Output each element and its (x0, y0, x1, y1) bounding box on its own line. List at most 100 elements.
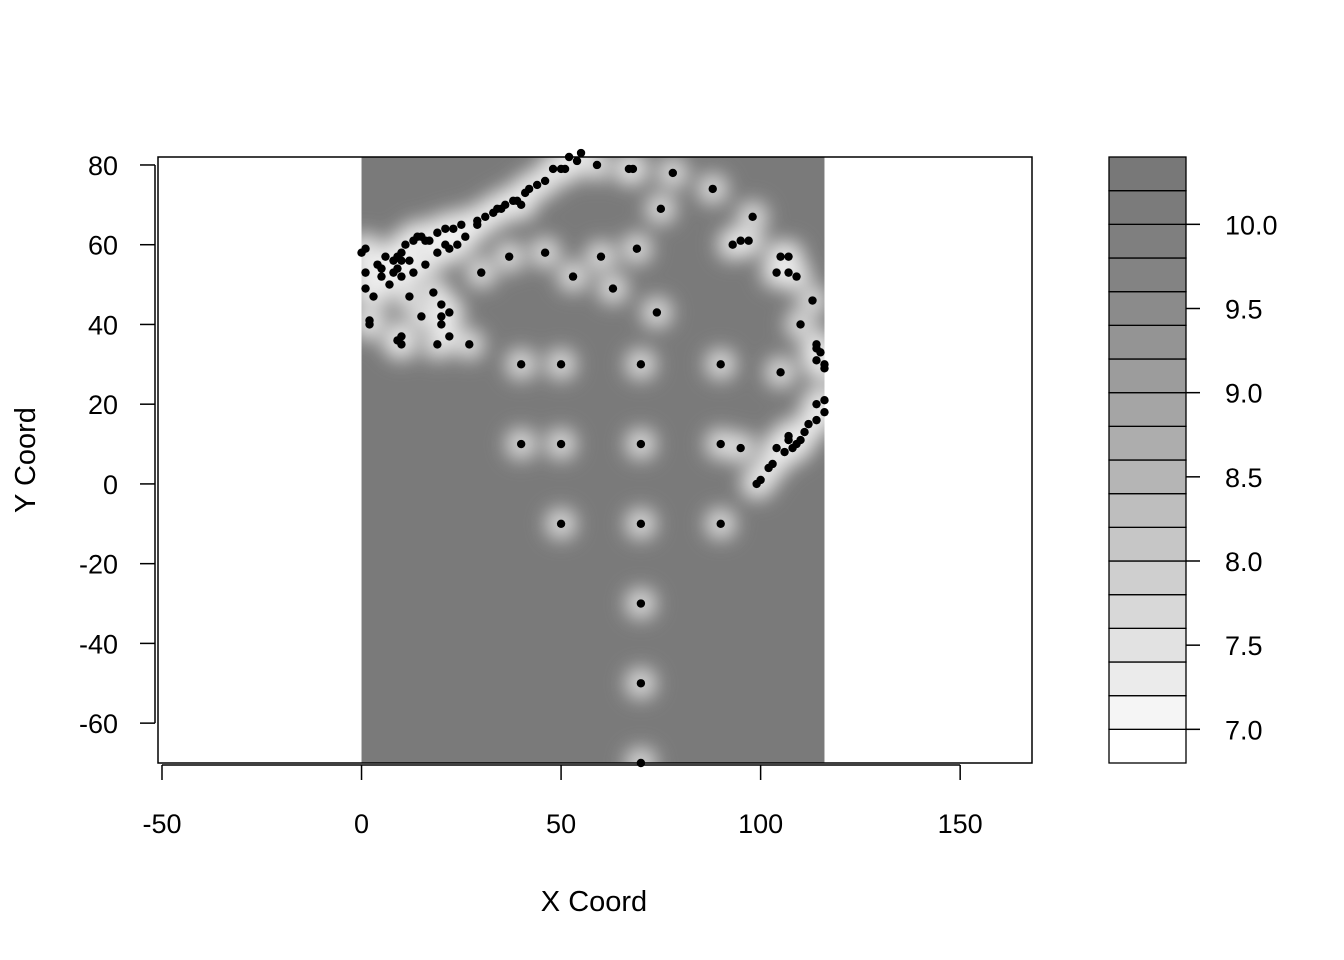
data-point (708, 184, 717, 194)
legend-band (1108, 223, 1187, 259)
data-point (504, 252, 514, 261)
legend-band (1108, 324, 1187, 360)
y-tick-label: 60 (88, 231, 118, 261)
data-point (417, 312, 426, 321)
y-tick-label: -40 (79, 629, 118, 659)
data-point (516, 360, 526, 369)
data-point (548, 164, 558, 174)
data-point (820, 364, 829, 373)
legend-band (1108, 156, 1187, 192)
data-point (716, 439, 725, 449)
legend-band (1108, 661, 1187, 697)
data-point (572, 156, 582, 166)
data-point (744, 236, 753, 245)
contour-field (361, 157, 825, 763)
plot-border (157, 156, 1033, 764)
legend-band (1108, 257, 1187, 293)
data-point (820, 407, 829, 417)
legend-band (1108, 526, 1187, 562)
data-point (816, 348, 825, 357)
color-legend: 7.0 7.5 8.0 8.5 9.0 9.5 10.0 (1108, 156, 1278, 764)
data-point (405, 292, 414, 301)
data-point (397, 256, 406, 265)
data-point (772, 268, 781, 277)
axes: -50 0 50 100 150 -60 -40 -20 0 20 40 60 80 (79, 151, 1033, 839)
data-point (461, 232, 470, 241)
data-point (457, 220, 466, 229)
data-point (752, 479, 761, 489)
x-tick-label: 100 (738, 809, 783, 839)
legend-tick-label: 10.0 (1225, 210, 1278, 240)
data-point (628, 164, 638, 174)
data-point (516, 200, 526, 210)
x-tick-label: -50 (142, 809, 181, 839)
data-point (481, 212, 490, 222)
data-point (748, 212, 757, 222)
data-point (501, 200, 510, 210)
data-points (357, 148, 829, 768)
data-point (784, 268, 793, 277)
data-point (736, 236, 745, 245)
data-point (477, 268, 486, 277)
data-point (401, 240, 410, 249)
data-point (652, 308, 662, 317)
y-axis-label: Y Coord (10, 407, 42, 513)
data-point (445, 308, 454, 317)
data-point (592, 160, 602, 170)
x-tick-label: 150 (938, 809, 983, 839)
data-point (636, 679, 646, 688)
data-point (540, 176, 550, 186)
data-point (465, 340, 474, 349)
x-tick-label: 50 (546, 809, 576, 839)
data-point (784, 435, 793, 445)
data-point (784, 252, 793, 261)
data-point (716, 360, 725, 369)
data-point (556, 360, 566, 369)
legend-band (1108, 560, 1187, 596)
legend-tick-label: 9.0 (1225, 379, 1263, 409)
legend-tick-label: 7.0 (1225, 715, 1263, 745)
data-point (820, 395, 829, 405)
data-point (377, 264, 386, 273)
data-point (636, 599, 646, 608)
y-tick-label: 20 (88, 390, 118, 420)
data-point (361, 244, 370, 253)
data-point (397, 340, 406, 349)
data-point (812, 399, 821, 409)
legend-band (1108, 728, 1187, 764)
data-point (728, 240, 737, 249)
data-point (556, 519, 566, 528)
data-point (556, 439, 566, 449)
data-point (445, 244, 454, 253)
data-point (425, 236, 434, 245)
data-point (437, 300, 446, 309)
data-point (381, 252, 390, 261)
legend-band (1108, 627, 1187, 663)
data-point (449, 224, 458, 233)
data-point (377, 272, 386, 281)
halo-core (630, 753, 651, 763)
data-point (736, 443, 745, 453)
data-point (812, 415, 821, 425)
data-point (636, 519, 646, 528)
y-tick-label: -20 (79, 550, 118, 580)
y-tick-label: 0 (103, 470, 118, 500)
legend-band (1108, 190, 1187, 225)
data-point (772, 443, 781, 453)
data-point (596, 252, 606, 261)
data-point (776, 368, 785, 377)
legend-band (1108, 425, 1187, 461)
data-point (433, 340, 442, 349)
data-point (812, 356, 821, 365)
plot-area (357, 148, 829, 768)
data-point (365, 320, 374, 329)
y-tick-label: -60 (79, 709, 118, 739)
data-point (437, 320, 446, 329)
x-axis-label: X Coord (541, 886, 647, 918)
data-point (776, 252, 785, 261)
data-point (437, 312, 446, 321)
data-point (453, 240, 462, 249)
data-point (397, 272, 406, 281)
data-point (716, 519, 725, 528)
